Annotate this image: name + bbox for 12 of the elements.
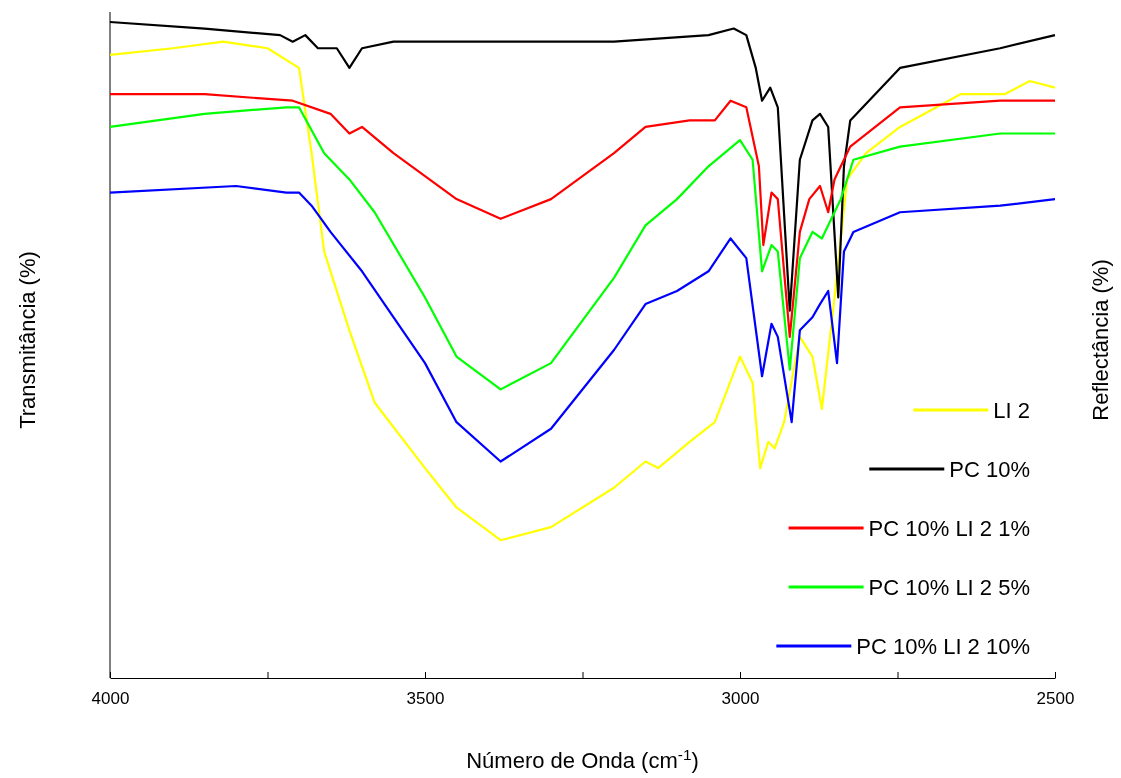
legend-label: PC 10% LI 2 1% [868,516,1030,541]
x-axis-title: Número de Onda (cm$^{-1}$) [466,745,699,773]
legend-label: PC 10% LI 2 5% [868,575,1030,600]
legend-label: PC 10% LI 2 10% [856,634,1030,659]
x-tick-label: 2500 [1036,689,1075,709]
legend-label: LI 2 [993,398,1030,423]
y-axis-title: Transmitância (%) [15,251,40,429]
x-tick-label: 3500 [406,689,445,709]
x-tick-label: 4000 [91,689,130,709]
legend-label: PC 10% [949,457,1030,482]
y2-axis-title: Reflectância (%) [1088,259,1113,421]
x-tick-label: 3000 [721,689,760,709]
